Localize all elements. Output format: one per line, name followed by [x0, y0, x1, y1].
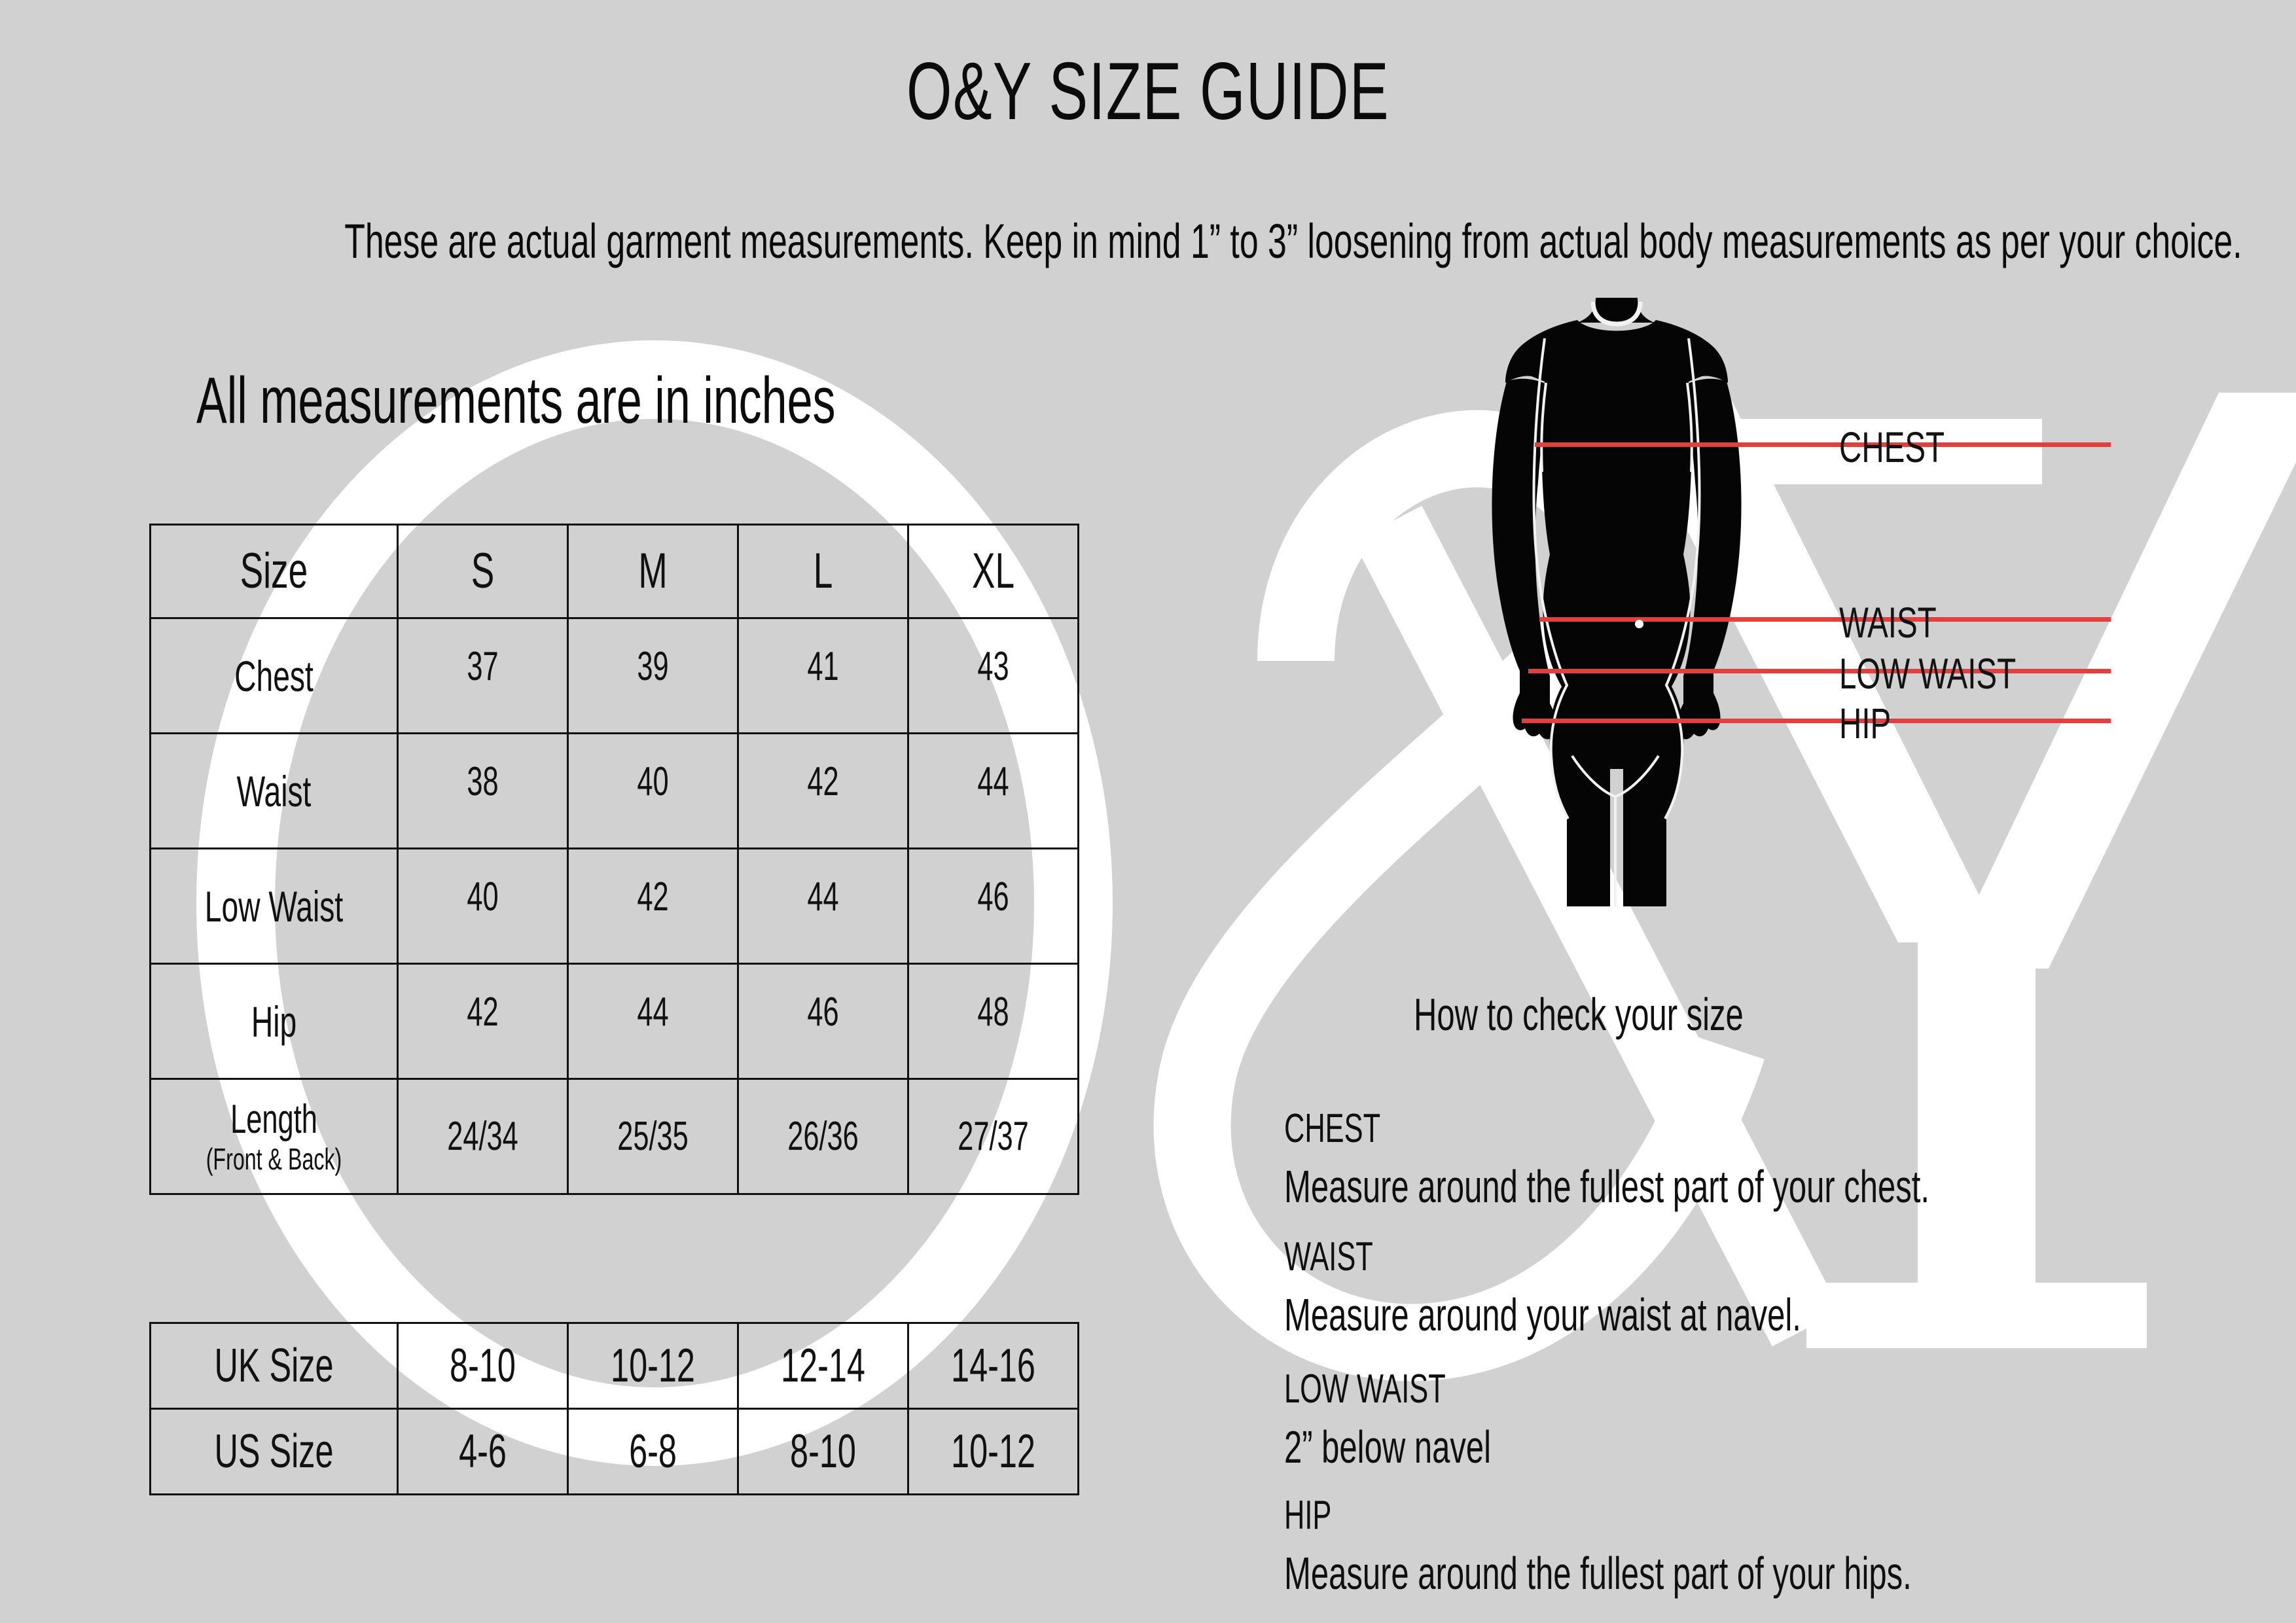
instruction-low-waist-title: LOW WAIST [1284, 1366, 1446, 1412]
cell-hip-xl: 48 [907, 963, 1079, 1080]
cell-length-s: 24/34 [397, 1078, 569, 1195]
cell-chest-l: 41 [737, 617, 909, 734]
hip-measure-line [1522, 719, 2111, 723]
table-row: Length (Front & Back) 24/34 25/35 26/36 … [149, 1078, 1079, 1195]
cell-uk-m: 10-12 [567, 1322, 739, 1410]
page-title: O&Y SIZE GUIDE [906, 46, 1390, 137]
column-header-size: Size [149, 524, 399, 619]
column-header-s: S [397, 524, 569, 619]
column-header-l: L [737, 524, 909, 619]
cell-waist-s: 38 [397, 732, 569, 849]
table-row: US Size 4-6 6-8 8-10 10-12 [149, 1408, 1079, 1495]
page-subtitle: These are actual garment measurements. K… [344, 214, 2242, 268]
cell-us-s: 4-6 [397, 1408, 569, 1495]
cell-length-l: 26/36 [737, 1078, 909, 1195]
diagram-label-low-waist: LOW WAIST [1839, 649, 2017, 698]
diagram-label-waist: WAIST [1839, 598, 1937, 647]
table-row: Low Waist 40 42 44 46 [149, 847, 1079, 965]
cell-waist-l: 42 [737, 732, 909, 849]
instruction-waist-body: Measure around your waist at navel. [1284, 1289, 1801, 1340]
instruction-hip-title: HIP [1284, 1493, 1332, 1538]
low-waist-measure-line [1528, 669, 2111, 673]
cell-us-xl: 10-12 [907, 1408, 1079, 1495]
instruction-low-waist: LOW WAIST 2” below navel [1284, 1366, 1579, 1472]
cell-chest-xl: 43 [907, 617, 1079, 734]
cell-us-m: 6-8 [567, 1408, 739, 1495]
cell-low-waist-s: 40 [397, 847, 569, 965]
column-header-xl: XL [907, 524, 1079, 619]
row-label-hip: Hip [149, 963, 399, 1080]
navel-dot [1635, 620, 1643, 628]
cell-hip-l: 46 [737, 963, 909, 1080]
cell-low-waist-l: 44 [737, 847, 909, 965]
instruction-waist-title: WAIST [1284, 1234, 1373, 1279]
row-label-length: Length (Front & Back) [149, 1078, 399, 1195]
cell-low-waist-m: 42 [567, 847, 739, 965]
body-silhouette-figure [1446, 298, 1787, 906]
row-label-uk-size: UK Size [149, 1322, 399, 1410]
chest-measure-line [1535, 442, 2111, 447]
table-row: Chest 37 39 41 43 [149, 617, 1079, 734]
cell-low-waist-xl: 46 [907, 847, 1079, 965]
cell-waist-xl: 44 [907, 732, 1079, 849]
instruction-hip-body: Measure around the fullest part of your … [1284, 1548, 1912, 1599]
cell-uk-xl: 14-16 [907, 1322, 1079, 1410]
diagram-label-chest: CHEST [1839, 423, 1945, 471]
cell-chest-s: 37 [397, 617, 569, 734]
row-label-us-size: US Size [149, 1408, 399, 1495]
instruction-low-waist-body: 2” below navel [1284, 1421, 1491, 1472]
table-row: UK Size 8-10 10-12 12-14 14-16 [149, 1322, 1079, 1410]
units-heading: All measurements are in inches [196, 364, 836, 437]
instruction-chest: CHEST Measure around the fullest part of… [1284, 1106, 2206, 1212]
cell-hip-m: 44 [567, 963, 739, 1080]
column-header-m: M [567, 524, 739, 619]
cell-hip-s: 42 [397, 963, 569, 1080]
table-row: Hip 42 44 46 48 [149, 963, 1079, 1080]
cell-chest-m: 39 [567, 617, 739, 734]
size-conversion-table: UK Size 8-10 10-12 12-14 14-16 US Size 4… [149, 1322, 1079, 1495]
row-label-chest: Chest [149, 617, 399, 734]
cell-waist-m: 40 [567, 732, 739, 849]
diagram-label-hip: HIP [1839, 699, 1892, 747]
table-header-row: Size S M L XL [149, 524, 1079, 619]
cell-uk-s: 8-10 [397, 1322, 569, 1410]
size-measurement-table: Size S M L XL Chest 37 39 41 [149, 524, 1079, 1195]
instruction-chest-title: CHEST [1284, 1106, 1381, 1151]
instruction-chest-body: Measure around the fullest part of your … [1284, 1161, 1929, 1212]
cell-length-xl: 27/37 [907, 1078, 1079, 1195]
cell-uk-l: 12-14 [737, 1322, 909, 1410]
cell-us-l: 8-10 [737, 1408, 909, 1495]
table-row: Waist 38 40 42 44 [149, 732, 1079, 849]
waist-measure-line [1539, 617, 2111, 622]
instruction-hip: HIP Measure around the fullest part of y… [1284, 1493, 2181, 1599]
instruction-waist: WAIST Measure around your waist at navel… [1284, 1237, 2022, 1338]
row-label-waist: Waist [149, 732, 399, 849]
instructions-heading: How to check your size [1414, 989, 1744, 1040]
cell-length-m: 25/35 [567, 1078, 739, 1195]
row-label-low-waist: Low Waist [149, 847, 399, 965]
